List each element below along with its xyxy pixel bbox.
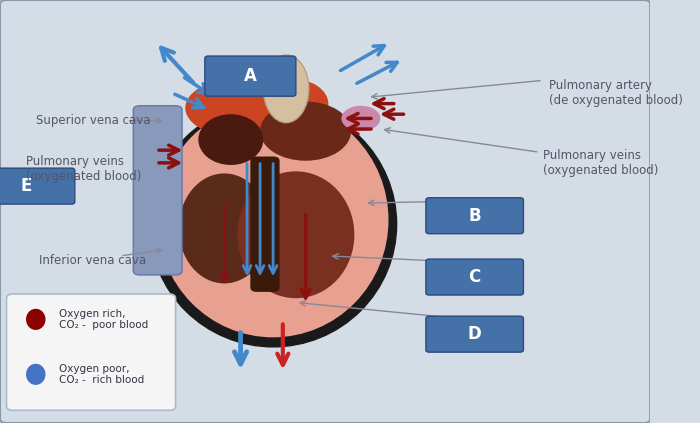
FancyBboxPatch shape xyxy=(0,168,75,204)
Text: D: D xyxy=(468,325,482,343)
Text: B: B xyxy=(468,207,481,225)
Ellipse shape xyxy=(26,364,46,385)
Text: A: A xyxy=(244,67,257,85)
Text: E: E xyxy=(20,177,32,195)
FancyBboxPatch shape xyxy=(251,157,279,292)
FancyBboxPatch shape xyxy=(426,259,524,295)
Text: C: C xyxy=(468,268,481,286)
FancyBboxPatch shape xyxy=(426,316,524,352)
Text: Pulmonary veins
(oxygenated blood): Pulmonary veins (oxygenated blood) xyxy=(543,149,658,177)
Ellipse shape xyxy=(260,102,351,161)
Text: Oxygen rich,
CO₂ -  poor blood: Oxygen rich, CO₂ - poor blood xyxy=(59,308,148,330)
Ellipse shape xyxy=(150,102,397,347)
Text: Oxygen poor,
CO₂ -  rich blood: Oxygen poor, CO₂ - rich blood xyxy=(59,363,144,385)
Text: Pulmonary veins
(oxygenated blood): Pulmonary veins (oxygenated blood) xyxy=(26,155,141,183)
FancyBboxPatch shape xyxy=(426,198,524,233)
Ellipse shape xyxy=(26,309,46,330)
Ellipse shape xyxy=(237,171,354,298)
Text: Pulmonary artery
(de oxygenated blood): Pulmonary artery (de oxygenated blood) xyxy=(550,79,683,107)
FancyBboxPatch shape xyxy=(6,294,176,410)
Ellipse shape xyxy=(158,103,389,338)
Ellipse shape xyxy=(263,55,309,123)
Ellipse shape xyxy=(198,114,263,165)
Text: Inferior vena cava: Inferior vena cava xyxy=(39,254,146,266)
Ellipse shape xyxy=(342,106,380,131)
Text: Superior vena cava: Superior vena cava xyxy=(36,114,150,127)
FancyBboxPatch shape xyxy=(0,0,650,423)
FancyBboxPatch shape xyxy=(205,56,296,96)
FancyBboxPatch shape xyxy=(133,106,182,275)
Ellipse shape xyxy=(251,78,328,129)
Ellipse shape xyxy=(186,80,276,135)
Ellipse shape xyxy=(178,173,270,283)
